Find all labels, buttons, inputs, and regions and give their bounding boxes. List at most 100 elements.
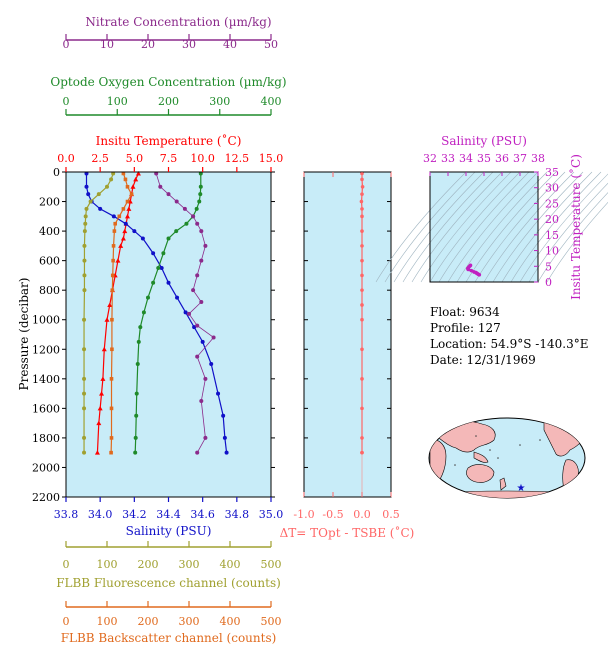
backscatter-point: [113, 221, 117, 226]
salinity-tick-label: 35.0: [259, 508, 284, 521]
fluorescence-point: [82, 406, 87, 411]
backscatter-tick-label: 100: [97, 615, 118, 628]
oxygen-point: [133, 450, 138, 455]
fluorescence-point: [82, 376, 87, 381]
backscatter-point: [112, 229, 117, 233]
oxygen-tick-label: 300: [209, 95, 230, 108]
delta-t-point: [360, 303, 364, 307]
oxygen-point: [133, 435, 138, 440]
temperature-profile-line: [96, 173, 139, 453]
temperature-point: [130, 184, 136, 189]
salinity-axis-label: Salinity (PSU): [126, 524, 212, 538]
salinity-point: [84, 184, 89, 189]
temperature-point: [97, 405, 103, 411]
backscatter-point: [125, 184, 130, 189]
temperature-point: [96, 420, 102, 426]
ts-density-contour: [375, 171, 467, 283]
ts-salinity-tick-label: 37: [513, 152, 527, 165]
pressure-tick-label: 800: [39, 284, 60, 297]
map-ocean-dots: [454, 435, 541, 466]
fluorescence-point: [82, 273, 87, 278]
delta-t-point: [360, 347, 364, 352]
map-southeast-asia: [473, 451, 489, 463]
ts-density-contours: [375, 171, 608, 283]
salinity-point: [132, 229, 137, 234]
map-dot: [489, 449, 491, 451]
temperature-tick-label: 0.0: [57, 152, 75, 165]
ts-diagram-panel: 32 33 34 35 36 37 38 Salinity (PSU) 0 5 10 15 20 25 30…: [375, 134, 608, 300]
backscatter-tick-label: 0: [63, 615, 70, 628]
map-new-zealand: [499, 477, 507, 491]
fluorescence-point: [96, 192, 101, 197]
oxygen-point: [184, 221, 189, 226]
backscatter-point: [117, 214, 122, 219]
float-location-marker: ★: [517, 483, 526, 494]
oxygen-point: [134, 413, 139, 418]
backscatter-tick-label: 400: [220, 615, 241, 628]
temperature-point: [133, 176, 139, 182]
pressure-tick-label: 2200: [32, 491, 60, 504]
nitrate-point: [187, 311, 191, 316]
fluorescence-point: [82, 258, 87, 263]
nitrate-point: [174, 199, 179, 204]
ts-salinity-tick-label: 32: [423, 152, 437, 165]
temperature-point: [101, 346, 107, 352]
profile-number: Profile: 127: [430, 321, 501, 335]
delta-t-point: [360, 258, 364, 263]
oxygen-point: [194, 206, 199, 211]
backscatter-point: [121, 207, 126, 211]
ts-density-contour: [474, 171, 566, 283]
salinity-point: [183, 310, 188, 315]
ts-density-contour: [420, 171, 512, 283]
fluorescence-point: [109, 177, 114, 182]
delta-t-point: [360, 273, 364, 278]
oxygen-point: [166, 236, 171, 241]
nitrate-point: [203, 376, 208, 381]
fluorescence-point: [82, 229, 87, 234]
temperature-point: [100, 376, 106, 381]
ts-density-contour: [546, 201, 608, 283]
nitrate-point: [203, 243, 208, 248]
oxygen-tick-label: 200: [158, 95, 179, 108]
nitrate-point: [191, 288, 196, 293]
salinity-point: [224, 450, 229, 455]
delta-t-plot-area: [304, 172, 391, 497]
fluorescence-point: [82, 317, 87, 322]
ts-temperature-tick-label: 15: [545, 229, 559, 242]
backscatter-axis-label: FLBB Backscatter channel (counts): [61, 631, 277, 645]
backscatter-point: [109, 436, 114, 440]
fluorescence-point: [82, 450, 87, 455]
ts-density-contour: [519, 173, 608, 283]
temperature-point: [94, 450, 100, 455]
oxygen-tick-label: 400: [261, 95, 282, 108]
pressure-tick-label: 2000: [32, 461, 60, 474]
profile-date: Date: 12/31/1969: [430, 353, 536, 367]
nitrate-tick-label: 30: [182, 38, 196, 51]
fluorescence-point: [88, 199, 93, 204]
nitrate-point: [199, 300, 204, 304]
ts-salinity-tick-label: 34: [459, 152, 473, 165]
pressure-tick-label: 1200: [32, 343, 60, 356]
delta-t-point: [360, 244, 364, 248]
delta-t-plot-frame: [303, 171, 392, 498]
salinity-point: [123, 221, 128, 226]
ts-point: [466, 267, 470, 272]
delta-t-tick-label: 0.0: [353, 508, 371, 521]
temperature-point: [120, 235, 126, 241]
ts-density-contour: [528, 182, 608, 283]
ts-temperature-tick-label: 35: [545, 166, 559, 179]
ts-density-contour: [393, 171, 485, 283]
fluorescence-tick-label: 200: [138, 558, 159, 571]
nitrate-tick-label: 50: [264, 38, 278, 51]
salinity-point: [209, 362, 214, 367]
ts-density-contour: [447, 171, 539, 283]
fluorescence-point: [83, 221, 88, 226]
temperature-tick-label: 2.5: [91, 152, 109, 165]
pressure-tick-label: 400: [39, 225, 60, 238]
map-australia: [466, 464, 495, 483]
backscatter-point: [110, 288, 115, 292]
salinity-point: [140, 236, 145, 241]
ts-density-contour: [384, 171, 476, 283]
ts-density-contour: [402, 171, 494, 283]
temperature-point: [135, 170, 141, 176]
